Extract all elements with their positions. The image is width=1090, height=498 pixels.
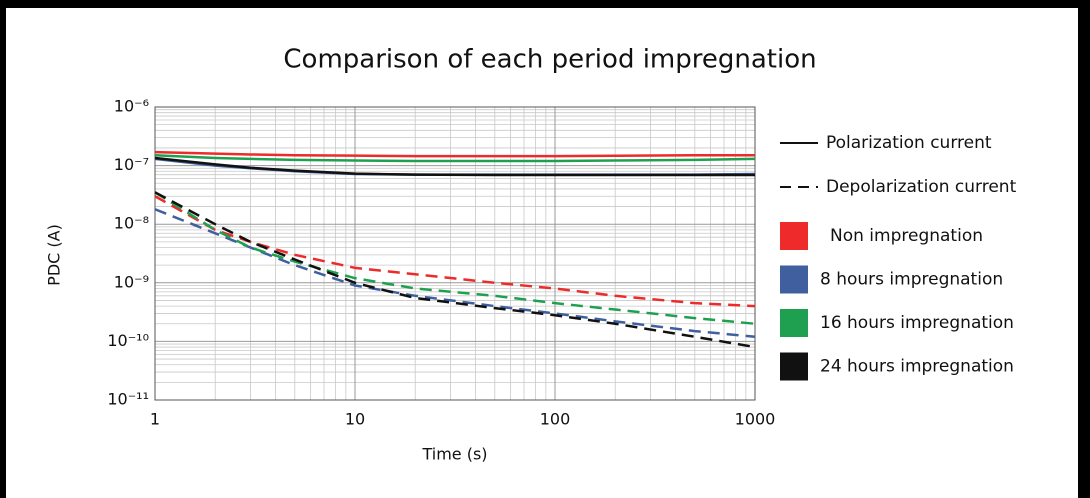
y-axis-label: PDC (A) [45,224,64,286]
legend-swatch [780,222,808,250]
legend-label: Polarization current [826,133,992,153]
y-tick-label: 10⁻⁶ [114,97,149,116]
frame-right [1078,0,1090,498]
legend-label: Depolarization current [826,177,1017,197]
depolarization-line [154,195,756,308]
plot-area [155,107,755,400]
y-tick-label: 10⁻¹¹ [107,390,149,409]
x-tick-label: 10 [345,410,365,429]
legend-label: Non impregnation [830,226,983,246]
legend-swatch [780,352,808,381]
legend-label: 24 hours impregnation [820,357,1014,377]
polarization-line [154,150,755,158]
x-axis-label: Time (s) [421,445,487,464]
legend-label: 16 hours impregnation [820,313,1014,333]
legend-swatch [780,309,808,337]
x-tick-label: 1 [150,410,160,429]
y-tick-label: 10⁻⁸ [114,214,149,233]
frame-top [0,0,1090,8]
legend-label: 8 hours impregnation [820,270,1003,290]
depolarization-line [154,191,756,326]
x-tick-label: 1000 [735,410,776,429]
depolarization-line [154,208,756,339]
polarization-line [154,154,756,163]
plot-border [154,106,756,401]
x-tick-label: 100 [540,410,571,429]
y-tick-label: 10⁻⁹ [114,272,149,291]
polarization-line [154,156,755,177]
y-tick-label: 10⁻¹⁰ [107,331,149,350]
chart-title: Comparison of each period impregnation [283,45,816,75]
y-tick-label: 10⁻⁷ [114,155,149,174]
legend-swatch [780,265,808,294]
frame-left [0,0,6,498]
